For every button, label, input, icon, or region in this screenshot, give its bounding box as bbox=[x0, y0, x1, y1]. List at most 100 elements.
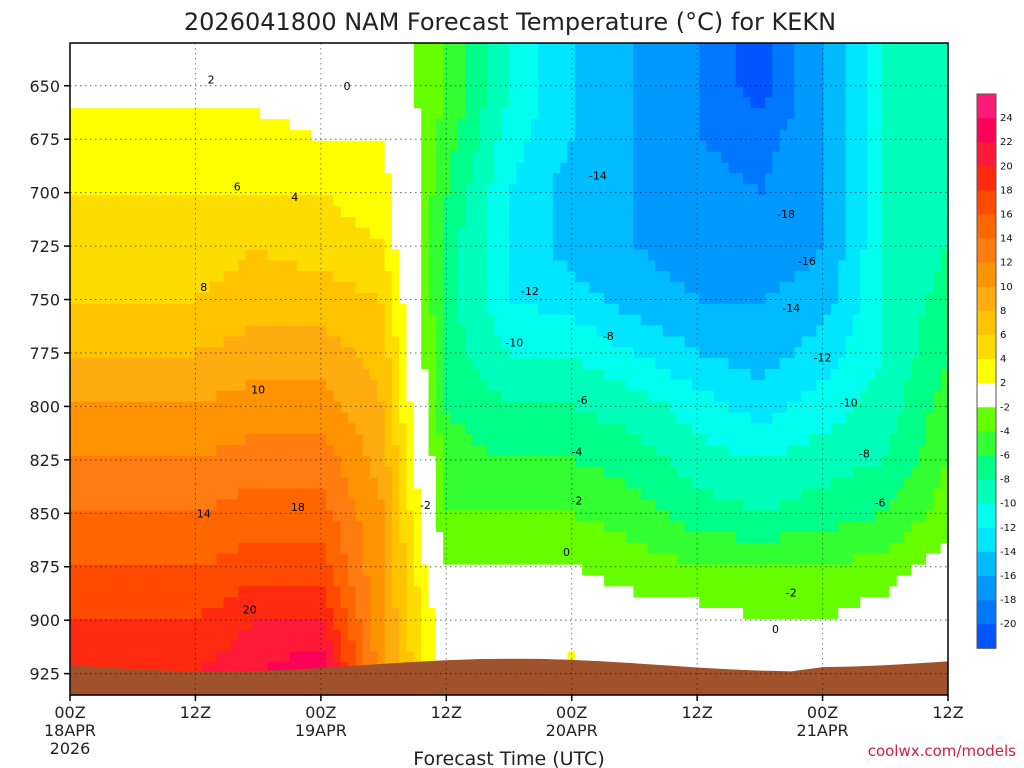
heat-cell bbox=[662, 119, 671, 131]
heat-cell bbox=[457, 303, 466, 316]
heat-cell bbox=[318, 162, 327, 174]
heat-cell bbox=[640, 542, 649, 555]
heat-cell bbox=[135, 292, 144, 305]
heat-cell bbox=[216, 542, 225, 555]
heat-cell bbox=[70, 314, 78, 327]
heat-cell bbox=[209, 521, 217, 533]
heat-cell bbox=[567, 532, 576, 544]
heat-cell bbox=[443, 282, 452, 294]
heat-cell bbox=[150, 347, 159, 359]
heat-cell bbox=[428, 488, 437, 500]
heat-cell bbox=[296, 532, 305, 544]
heat-cell bbox=[560, 43, 569, 55]
heat-cell bbox=[194, 86, 203, 98]
heat-cell bbox=[267, 325, 276, 337]
heat-cell bbox=[143, 206, 152, 218]
heat-cell bbox=[574, 412, 583, 424]
heat-cell bbox=[99, 608, 108, 620]
heat-cell bbox=[596, 119, 605, 131]
heat-cell bbox=[457, 140, 466, 153]
heat-cell bbox=[187, 75, 195, 88]
heat-cell bbox=[113, 216, 122, 229]
heat-cell bbox=[99, 347, 108, 359]
heat-cell bbox=[516, 216, 525, 229]
heat-cell bbox=[523, 455, 532, 468]
heat-cell bbox=[77, 488, 86, 500]
heat-cell bbox=[245, 43, 254, 55]
heat-cell bbox=[165, 553, 174, 566]
heat-cell bbox=[230, 184, 239, 196]
heat-cell bbox=[465, 401, 474, 414]
heat-cell bbox=[274, 282, 283, 294]
heat-cell bbox=[187, 412, 195, 424]
heat-cell bbox=[530, 618, 539, 631]
heat-cell bbox=[479, 336, 488, 348]
heat-cell bbox=[260, 575, 269, 587]
heat-cell bbox=[640, 119, 649, 131]
heat-cell bbox=[304, 282, 313, 294]
heat-cell bbox=[538, 173, 547, 185]
heat-cell bbox=[179, 227, 188, 240]
heat-cell bbox=[582, 53, 591, 66]
heat-cell bbox=[355, 608, 364, 620]
heat-cell bbox=[596, 64, 605, 77]
heat-cell bbox=[406, 640, 415, 653]
heat-cell bbox=[377, 532, 386, 544]
heat-cell bbox=[128, 216, 137, 229]
heat-cell bbox=[333, 532, 342, 544]
heat-cell bbox=[223, 608, 232, 620]
heat-cell bbox=[399, 379, 408, 392]
heat-cell bbox=[157, 206, 166, 218]
heat-cell bbox=[552, 64, 561, 77]
heat-cell bbox=[560, 651, 569, 663]
heat-cell bbox=[245, 618, 254, 631]
heat-cell bbox=[589, 651, 598, 663]
heat-cell bbox=[552, 532, 561, 544]
heat-cell bbox=[450, 553, 459, 566]
heat-cell bbox=[238, 238, 247, 251]
heat-cell bbox=[194, 401, 203, 414]
heat-cell bbox=[91, 542, 100, 555]
heat-cell bbox=[567, 390, 576, 403]
heat-cell bbox=[369, 586, 378, 598]
heat-cell bbox=[523, 466, 532, 479]
heat-cell bbox=[413, 108, 422, 120]
heat-cell bbox=[509, 651, 517, 663]
heat-cell bbox=[245, 412, 254, 424]
heat-cell bbox=[157, 292, 166, 305]
heat-cell bbox=[70, 412, 78, 424]
heat-cell bbox=[487, 43, 495, 55]
heat-cell bbox=[443, 466, 452, 479]
heat-cell bbox=[282, 575, 291, 587]
heat-cell bbox=[113, 119, 122, 131]
heat-cell bbox=[523, 173, 532, 185]
heat-cell bbox=[677, 173, 686, 185]
heat-cell bbox=[669, 292, 678, 305]
heat-cell bbox=[399, 206, 408, 218]
heat-cell bbox=[450, 466, 459, 479]
heat-cell bbox=[384, 325, 393, 337]
heat-cell bbox=[106, 97, 115, 109]
heat-cell bbox=[187, 379, 195, 392]
heat-cell bbox=[135, 597, 144, 609]
heat-cell bbox=[252, 314, 261, 327]
heat-cell bbox=[135, 358, 144, 370]
heat-cell bbox=[245, 140, 254, 153]
heat-cell bbox=[267, 216, 276, 229]
heat-cell bbox=[494, 412, 503, 424]
heat-cell bbox=[187, 162, 195, 174]
heat-cell bbox=[494, 314, 503, 327]
heat-cell bbox=[187, 510, 195, 522]
heat-cell bbox=[106, 586, 115, 598]
heat-cell bbox=[267, 53, 276, 66]
heat-cell bbox=[355, 553, 364, 566]
heat-cell bbox=[70, 379, 78, 392]
heat-cell bbox=[560, 597, 569, 609]
heat-cell bbox=[84, 369, 93, 381]
heat-cell bbox=[530, 564, 539, 577]
heat-cell bbox=[113, 140, 122, 153]
heat-cell bbox=[582, 445, 591, 457]
heat-cell bbox=[340, 314, 349, 327]
heat-cell bbox=[106, 53, 115, 66]
heat-cell bbox=[450, 640, 459, 653]
